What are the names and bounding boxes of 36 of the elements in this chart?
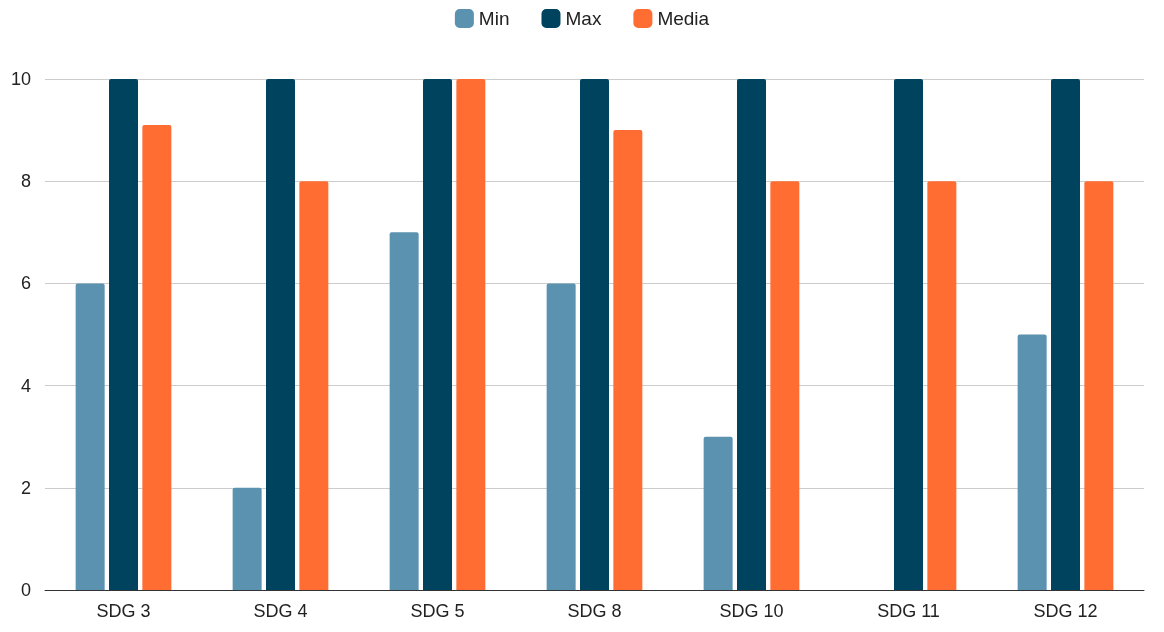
- bar: [266, 79, 295, 590]
- x-tick-label: SDG 3: [96, 601, 151, 621]
- y-tick-label: 4: [20, 375, 31, 396]
- x-tick-label: SDG 4: [253, 601, 308, 621]
- x-tick-label: SDG 10: [719, 601, 784, 621]
- bar: [927, 181, 957, 590]
- bar: [1051, 79, 1080, 590]
- bar: [456, 79, 486, 590]
- bar: [546, 283, 576, 590]
- bar: [613, 130, 643, 590]
- legend-label: Max: [565, 8, 602, 29]
- bar: [423, 79, 452, 590]
- y-tick-label: 0: [20, 580, 31, 600]
- y-tick-label: 2: [20, 477, 31, 498]
- x-tick-label: SDG 5: [410, 601, 465, 621]
- bar: [75, 283, 105, 590]
- bar: [1084, 181, 1114, 590]
- x-tick-label: SDG 11: [877, 601, 940, 621]
- bar: [737, 79, 766, 590]
- bar: [770, 181, 800, 590]
- y-tick-label: 6: [20, 273, 31, 294]
- bar: [142, 124, 172, 590]
- legend-label: Min: [478, 8, 510, 29]
- bar: [894, 79, 923, 590]
- bar: [703, 436, 733, 590]
- bar: [580, 79, 609, 590]
- bar: [232, 487, 262, 590]
- x-tick-label: SDG 12: [1033, 601, 1098, 621]
- y-tick-label: 8: [20, 171, 31, 192]
- bar: [299, 181, 329, 590]
- legend-label: Media: [657, 8, 710, 29]
- bar: [389, 232, 419, 590]
- bar: [109, 79, 138, 590]
- bar: [1017, 334, 1047, 590]
- x-tick-label: SDG 8: [567, 601, 622, 621]
- y-tick-label: 10: [10, 69, 31, 89]
